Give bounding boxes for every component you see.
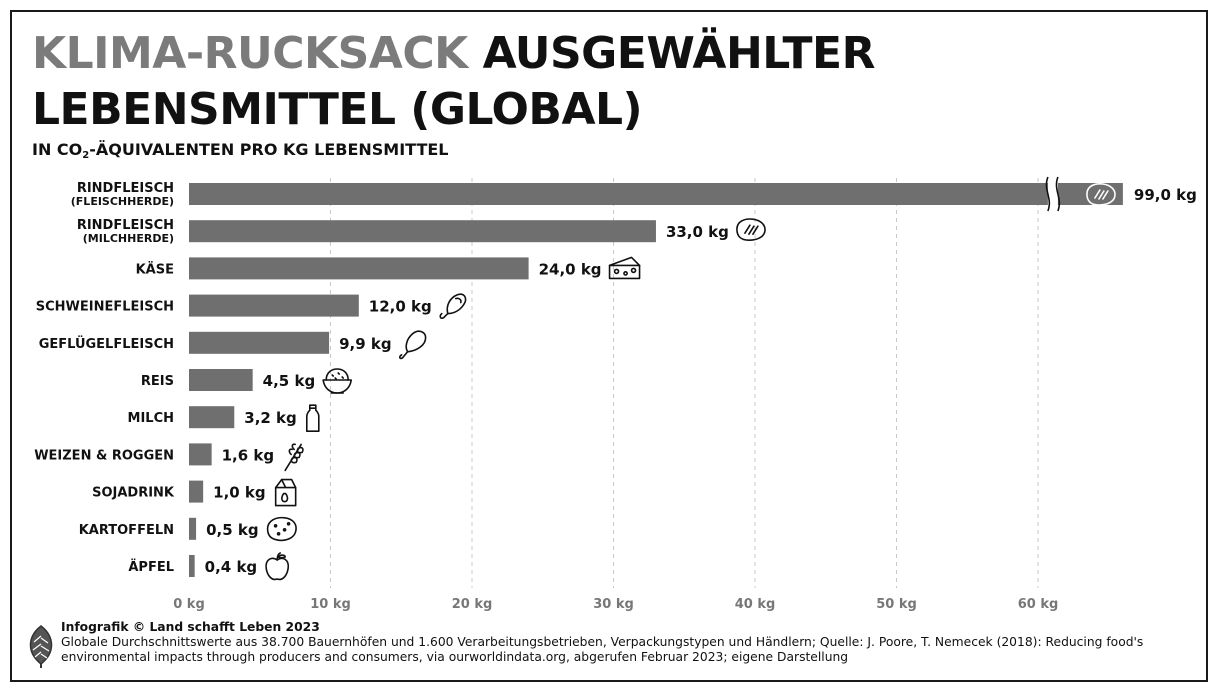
chart-subtitle: IN CO2-ÄQUIVALENTEN PRO KG LEBENSMITTEL: [32, 140, 448, 161]
value-label: 99,0 kg: [1134, 186, 1197, 204]
labels: RINDFLEISCH(FLEISCHHERDE) 99,0 kgRINDFLEI…: [34, 181, 1197, 576]
category-label: GEFLÜGELFLEISCH: [39, 336, 174, 352]
value-label: 3,2 kg: [244, 409, 297, 427]
category-label: KÄSE: [136, 261, 174, 277]
leaf-logo-icon: [29, 625, 53, 668]
drumstick-icon: [399, 330, 427, 360]
subtitle-prefix: IN CO: [32, 140, 83, 159]
x-tick-label: 20 kg: [452, 597, 493, 612]
value-label: 9,9 kg: [339, 335, 392, 353]
x-tick-label: 10 kg: [310, 597, 351, 612]
chart-title-line2: LEBENSMITTEL (GLOBAL): [32, 84, 643, 135]
bars: [189, 176, 1123, 577]
footer: Infografik © Land schafft Leben 2023 Glo…: [61, 620, 1196, 665]
footer-credit: Infografik © Land schafft Leben 2023: [61, 620, 320, 634]
value-label: 33,0 kg: [666, 223, 729, 241]
category-label: SCHWEINEFLEISCH: [36, 300, 174, 315]
x-axis: 0 kg 10 kg 20 kg 30 kg 40 kg 50 kg 60 kg: [173, 597, 1058, 612]
cheese-icon: [608, 256, 641, 280]
bar: [189, 331, 330, 354]
axis-break-mark: [1055, 176, 1061, 212]
apple-icon: [265, 552, 290, 581]
chart-title-rest: AUSGEWÄHLTER: [482, 28, 876, 79]
bar: [189, 183, 1123, 205]
value-label: 0,5 kg: [206, 521, 259, 539]
value-label: 12,0 kg: [369, 298, 432, 316]
value-label: 1,6 kg: [222, 446, 275, 464]
chart-title-highlight: KLIMA-RUCKSACK: [32, 28, 468, 79]
food-icons: [265, 183, 1116, 581]
category-label: WEIZEN & ROGGEN: [34, 448, 174, 463]
steak-icon: [736, 218, 766, 241]
x-tick-label: 50 kg: [876, 597, 917, 612]
x-tick-label: 40 kg: [735, 597, 776, 612]
bar: [189, 555, 195, 577]
bar: [189, 480, 204, 503]
x-tick-label: 0 kg: [173, 597, 205, 612]
chart-title-line1: KLIMA-RUCKSACK AUSGEWÄHLTER: [32, 28, 876, 79]
category-label: ÄPFEL: [128, 559, 174, 575]
category-label: RINDFLEISCH: [77, 218, 174, 233]
bar: [189, 369, 253, 391]
bar: [189, 406, 235, 429]
bar: [189, 257, 529, 280]
value-label: 0,4 kg: [205, 558, 258, 576]
milk-carton-icon: [274, 478, 297, 507]
category-label: MILCH: [128, 411, 174, 426]
subtitle-suffix: -ÄQUIVALENTEN PRO KG LEBENSMITTEL: [89, 140, 449, 159]
value-label: 4,5 kg: [263, 372, 316, 390]
steak-icon: [1086, 183, 1116, 206]
wheat-icon: [284, 443, 304, 472]
rice-bowl-icon: [322, 368, 352, 394]
category-sublabel: (FLEISCHHERDE): [71, 195, 174, 208]
value-label: 1,0 kg: [213, 484, 266, 502]
bar: [189, 294, 359, 317]
x-tick-label: 60 kg: [1018, 597, 1059, 612]
milk-bottle-icon: [305, 404, 320, 433]
value-label: 24,0 kg: [539, 260, 602, 278]
category-label: KARTOFFELN: [79, 523, 174, 538]
axis-break-mark: [1045, 176, 1051, 212]
category-label: REIS: [141, 374, 174, 389]
bar: [189, 220, 656, 243]
bar: [189, 443, 212, 466]
category-label: SOJADRINK: [92, 486, 175, 501]
subtitle-subscript: 2: [82, 150, 90, 161]
axis-break-gap: [1047, 177, 1058, 211]
bar: [189, 517, 197, 540]
ham-icon: [439, 293, 467, 320]
x-tick-label: 30 kg: [593, 597, 634, 612]
footer-source: Globale Durchschnittswerte aus 38.700 Ba…: [61, 635, 1144, 664]
category-label: RINDFLEISCH: [77, 181, 174, 196]
potato-icon: [266, 516, 297, 542]
category-sublabel: (MILCHHERDE): [83, 232, 174, 245]
